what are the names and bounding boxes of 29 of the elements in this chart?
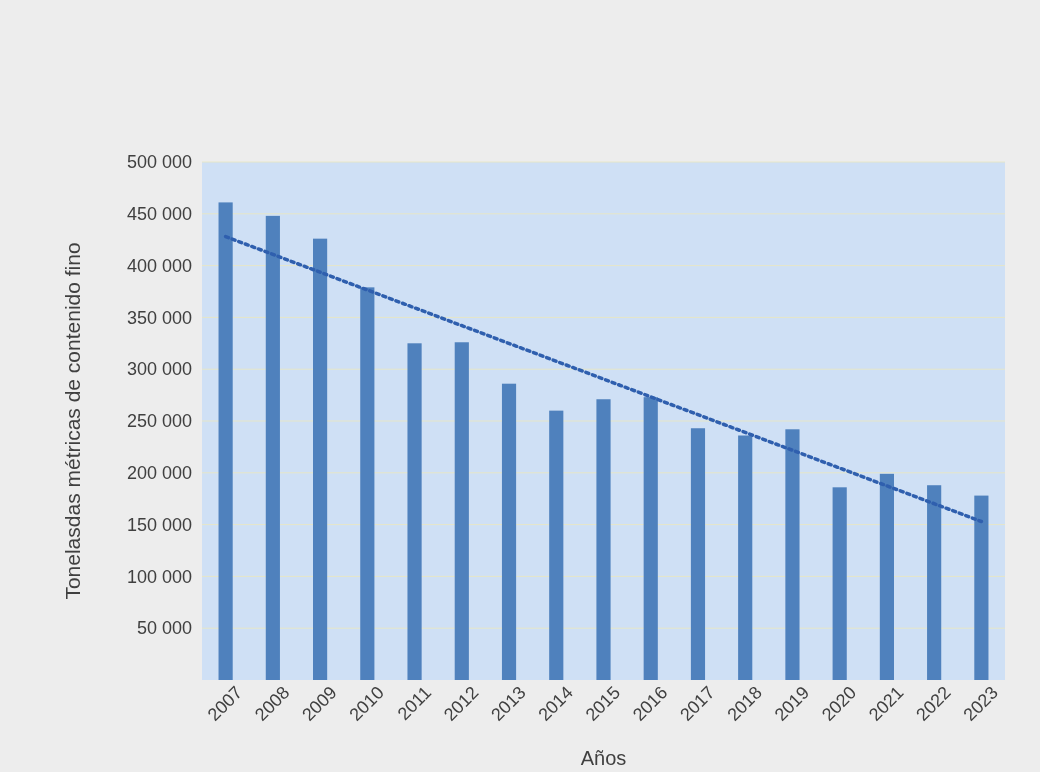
bar <box>690 428 706 680</box>
bar <box>501 383 517 680</box>
bar <box>218 202 233 680</box>
y-tick-label: 200 000 <box>126 463 192 484</box>
bar <box>832 487 847 680</box>
y-tick-label: 300 000 <box>126 359 192 380</box>
bar <box>879 473 894 680</box>
bar <box>313 238 328 680</box>
bar <box>738 435 753 680</box>
y-tick-label: 450 000 <box>126 204 192 225</box>
y-tick-label: 400 000 <box>126 255 192 276</box>
y-axis-title: Tonelasdas métricas de contenido fino <box>61 242 84 600</box>
y-tick-label: 250 000 <box>126 411 192 432</box>
y-tick-label: 500 000 <box>126 152 192 173</box>
bar <box>596 399 611 680</box>
bar <box>927 485 942 680</box>
y-tick-label: 150 000 <box>126 514 192 535</box>
y-tick-label: 100 000 <box>126 566 192 587</box>
bar <box>974 495 989 680</box>
bar <box>643 397 658 680</box>
bar <box>360 287 375 680</box>
bar <box>785 429 800 680</box>
bar <box>454 342 469 680</box>
y-tick-label: 50 000 <box>136 618 192 639</box>
x-axis-title: Años <box>580 747 627 769</box>
y-tick-label: 350 000 <box>126 307 192 328</box>
bar <box>549 410 564 680</box>
bar <box>265 215 280 680</box>
bar <box>407 343 422 680</box>
